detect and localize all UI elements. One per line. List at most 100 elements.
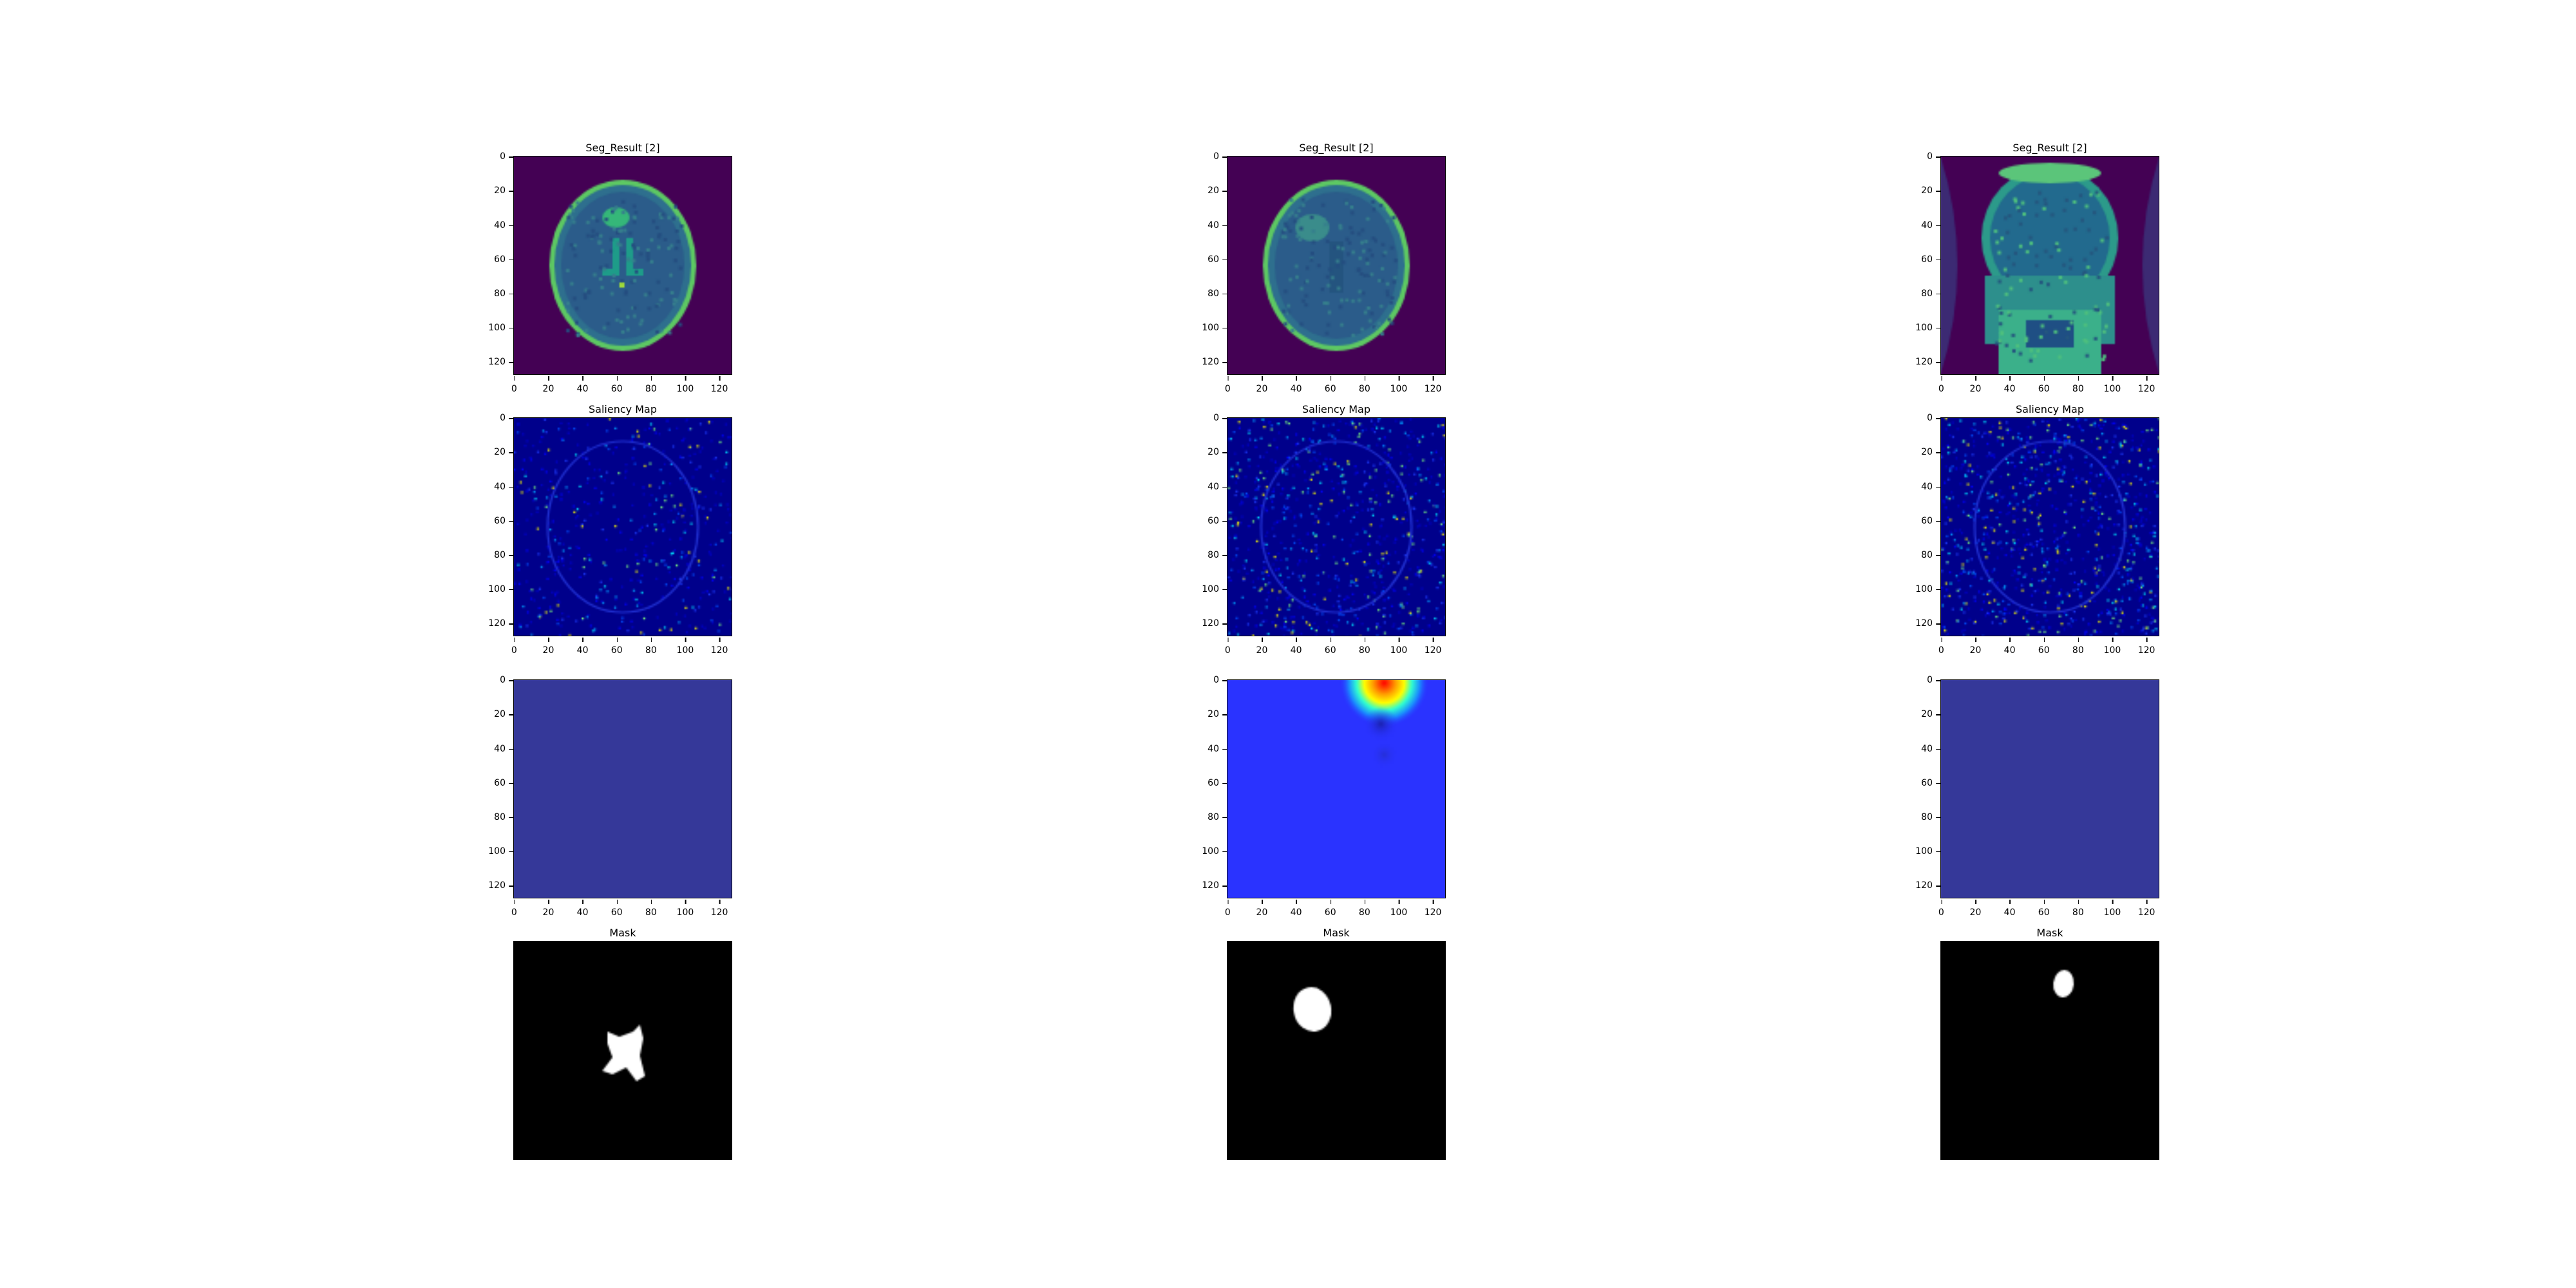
y-tick-label: 80 <box>1208 549 1227 560</box>
x-tick-label: 60 <box>2038 376 2050 394</box>
x-tick-label: 20 <box>1256 376 1268 394</box>
x-tick-label: 40 <box>576 638 589 656</box>
panel-seg-3: Seg_Result [2] 0 20 40 60 80 100 120 0 20 40 60 80 10… <box>1915 142 2159 394</box>
y-tick-label: 20 <box>1921 447 1940 458</box>
x-tick-label: 120 <box>1424 376 1442 394</box>
x-tick-label: 20 <box>1256 900 1268 918</box>
y-tick-label: 100 <box>1915 322 1940 333</box>
seg-image <box>1227 156 1446 375</box>
y-tick-label: 20 <box>494 185 513 196</box>
axes-frame <box>1227 156 1446 375</box>
x-tick-label: 120 <box>710 376 728 394</box>
x-tick-label: 40 <box>2003 376 2016 394</box>
y-tick-label: 60 <box>1208 515 1227 526</box>
panel-seg-1: Seg_Result [2] 0 20 40 60 80 100 120 0 20 40 60 80 10… <box>488 142 732 394</box>
y-tick-label: 80 <box>1921 288 1940 299</box>
panel-title: Saliency Map <box>589 403 657 415</box>
y-tick-label: 80 <box>1921 811 1940 822</box>
heat-image <box>1940 679 2159 898</box>
x-tick-label: 120 <box>1424 900 1442 918</box>
x-tick-label: 120 <box>710 638 728 656</box>
x-tick-label: 60 <box>1324 638 1336 656</box>
seg-image <box>513 156 732 375</box>
y-tick-label: 60 <box>1921 515 1940 526</box>
saliency-image <box>1227 417 1446 636</box>
y-tick-label: 60 <box>494 254 513 265</box>
mask-image <box>513 941 732 1160</box>
x-tick-label: 100 <box>1390 376 1408 394</box>
panel-saliency-2: Saliency Map 0 20 40 60 80 100 120 0 20 40 60 80 100 1… <box>1202 403 1446 656</box>
x-tick-label: 0 <box>511 638 517 656</box>
axes-frame <box>513 156 732 375</box>
x-tick-label: 80 <box>2072 900 2084 918</box>
x-tick-label: 60 <box>1324 900 1336 918</box>
y-tick-label: 120 <box>488 357 513 368</box>
y-tick-label: 120 <box>1202 880 1227 891</box>
y-tick-label: 80 <box>1208 288 1227 299</box>
x-tick-label: 0 <box>1938 376 1944 394</box>
x-tick-label: 20 <box>542 376 554 394</box>
x-tick-label: 100 <box>1390 638 1408 656</box>
x-tick-label: 40 <box>576 376 589 394</box>
panel-mask-3: Mask <box>1940 927 2159 1160</box>
x-tick-label: 20 <box>1969 638 1982 656</box>
y-tick-label: 0 <box>1927 151 1940 162</box>
y-tick-label: 40 <box>1208 220 1227 231</box>
y-tick-label: 0 <box>1213 413 1227 424</box>
panel-heat-3: 0 20 40 60 80 100 120 0 20 40 60 80 100 120 <box>1915 675 2159 918</box>
x-tick-label: 60 <box>611 638 623 656</box>
panel-title: Seg_Result [2] <box>1299 142 1374 154</box>
x-tick-label: 80 <box>645 638 657 656</box>
seg-image <box>1940 156 2159 375</box>
y-tick-label: 60 <box>494 515 513 526</box>
y-tick-label: 40 <box>1921 481 1940 492</box>
x-tick-label: 40 <box>576 900 589 918</box>
y-tick-label: 100 <box>1202 846 1227 857</box>
x-tick-label: 0 <box>511 376 517 394</box>
y-tick-label: 0 <box>1927 413 1940 424</box>
x-tick-label: 0 <box>511 900 517 918</box>
y-tick-label: 120 <box>1202 357 1227 368</box>
y-tick-label: 40 <box>1208 743 1227 754</box>
x-tick-label: 40 <box>1290 376 1302 394</box>
x-tick-label: 100 <box>676 638 694 656</box>
axes-frame <box>1227 417 1446 636</box>
panel-seg-2: Seg_Result [2] 0 20 40 60 80 100 120 0 20 40 60 80 10… <box>1202 142 1446 394</box>
x-tick-label: 120 <box>2137 900 2155 918</box>
x-tick-label: 20 <box>1969 900 1982 918</box>
y-tick-label: 0 <box>1213 151 1227 162</box>
y-tick-label: 100 <box>1202 583 1227 594</box>
y-tick-label: 20 <box>1208 447 1227 458</box>
y-tick-label: 0 <box>1927 675 1940 686</box>
x-tick-label: 80 <box>2072 638 2084 656</box>
y-tick-label: 100 <box>1915 846 1940 857</box>
x-tick-label: 0 <box>1938 638 1944 656</box>
y-tick-label: 60 <box>1208 254 1227 265</box>
x-tick-label: 60 <box>2038 900 2050 918</box>
axes-frame <box>1940 156 2159 375</box>
y-tick-label: 60 <box>1208 777 1227 788</box>
x-tick-label: 120 <box>2137 638 2155 656</box>
y-tick-label: 80 <box>494 288 513 299</box>
panel-title: Mask <box>609 927 636 939</box>
y-tick-label: 100 <box>1202 322 1227 333</box>
x-tick-label: 80 <box>1358 376 1370 394</box>
y-tick-label: 20 <box>1921 185 1940 196</box>
y-tick-label: 60 <box>1921 254 1940 265</box>
x-tick-label: 120 <box>1424 638 1442 656</box>
y-tick-label: 100 <box>488 322 513 333</box>
y-tick-label: 120 <box>488 618 513 629</box>
y-tick-label: 20 <box>1208 185 1227 196</box>
y-tick-label: 100 <box>488 583 513 594</box>
panel-heat-1: 0 20 40 60 80 100 120 0 20 40 60 80 100 120 <box>488 675 732 918</box>
x-tick-label: 80 <box>1358 638 1370 656</box>
y-tick-label: 0 <box>500 675 513 686</box>
x-tick-label: 60 <box>2038 638 2050 656</box>
y-tick-label: 100 <box>1915 583 1940 594</box>
mask-image <box>1940 941 2159 1160</box>
x-tick-label: 0 <box>1224 638 1231 656</box>
x-tick-label: 100 <box>1390 900 1408 918</box>
saliency-image <box>513 417 732 636</box>
heat-image <box>513 679 732 898</box>
y-tick-label: 120 <box>488 880 513 891</box>
